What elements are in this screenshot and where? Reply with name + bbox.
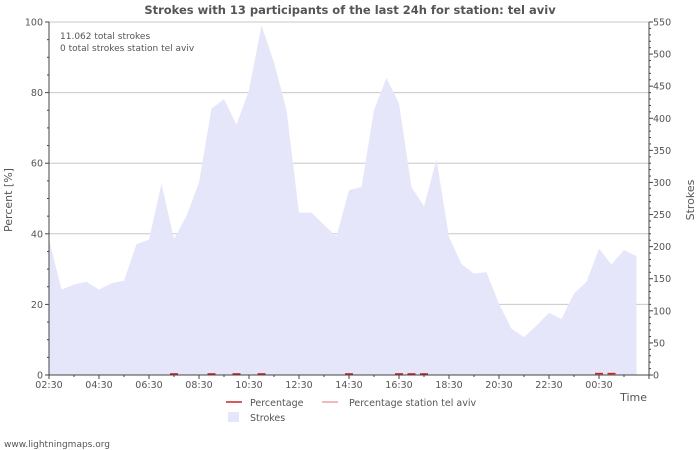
strokes-point [60,288,63,291]
watermark: www.lightningmaps.org [4,440,110,450]
left-axis-ticks: 0 20 40 60 80 100 [25,18,49,382]
strokes-point [460,262,463,265]
strokes-point [560,318,563,321]
strokes-point [210,107,213,110]
strokes-area-layer [49,24,638,375]
strokes-point [473,272,476,275]
y-right-tick-label: 400 [653,114,671,125]
x-tick-label: 04:30 [85,380,112,391]
strokes-point [110,282,113,285]
y-left-tick-label: 100 [25,18,43,29]
strokes-point [223,98,226,101]
x-tick-label: 08:30 [185,380,212,391]
strokes-point [373,108,376,111]
x-axis-ticks: 02:30 04:30 06:30 08:30 10:30 12:30 14:30 16:30… [35,375,650,391]
x-tick-label: 18:30 [435,380,462,391]
strokes-point [448,236,451,239]
strokes-point [523,336,526,339]
strokes-point [548,311,551,314]
strokes-point [410,185,413,188]
strokes-point [248,89,251,92]
strokes-point [360,185,363,188]
y-right-tick-label: 350 [653,146,671,157]
strokes-point [385,76,388,79]
y-right-tick-label: 450 [653,82,671,93]
legend-percentage-label: Percentage [250,398,304,409]
strokes-point [348,189,351,192]
strokes-point [185,214,188,217]
strokes-point [510,327,513,330]
y-right-tick-label: 300 [653,178,671,189]
right-axis-ticks: 0 50 100 150 200 250 300 350 400 450 500 550 [649,18,671,382]
x-tick-label: 22:30 [535,380,562,391]
y-left-tick-label: 60 [31,159,43,170]
grid [49,21,649,305]
y-right-tick-label: 550 [653,18,671,29]
total-strokes-note: 11.062 total strokes [60,32,150,42]
x-tick-label: 02:30 [35,380,62,391]
legend: Percentage Percentage station tel aviv S… [226,398,476,424]
strokes-point [273,61,276,64]
legend-strokes-label: Strokes [250,413,285,424]
strokes-point [260,24,263,27]
strokes-point [498,302,501,305]
x-tick-label: 16:30 [385,380,412,391]
strokes-point [610,263,613,266]
y-right-tick-label: 50 [653,338,665,349]
strokes-point [135,243,138,246]
strokes-point [335,235,338,238]
y-right-tick-label: 200 [653,242,671,253]
strokes-point [123,279,126,282]
strokes-point [298,211,301,214]
legend-strokes-swatch [228,412,239,422]
strokes-point [485,271,488,274]
legend-station-label: Percentage station tel aviv [349,398,476,409]
y-right-tick-label: 100 [653,306,671,317]
strokes-point [398,102,401,105]
x-tick-label: 00:30 [585,380,612,391]
strokes-point [98,288,101,291]
y-left-tick-label: 80 [31,88,43,99]
strokes-point [285,108,288,111]
y-right-tick-label: 250 [653,210,671,221]
strokes-point [585,280,588,283]
strokes-point [198,181,201,184]
strokes-point [73,283,76,286]
strokes-point [598,247,601,250]
strokes-point [623,248,626,251]
y-right-tick-label: 0 [653,371,659,382]
x-tick-label: 10:30 [235,380,262,391]
strokes-point [435,158,438,161]
y-left-tick-label: 20 [31,300,43,311]
x-axis-label: Time [619,391,647,404]
strokes-point [323,223,326,226]
strokes-point [310,211,313,214]
strokes-point [423,205,426,208]
station-strokes-note: 0 total strokes station tel aviv [60,44,195,54]
x-tick-label: 14:30 [335,380,362,391]
strokes-area [49,25,637,375]
strokes-point [535,324,538,327]
y-left-tick-label: 40 [31,229,43,240]
chart-title: Strokes with 13 participants of the last… [144,3,556,17]
x-tick-label: 06:30 [135,380,162,391]
strokes-point [573,292,576,295]
strokes-point [160,182,163,185]
strokes-point [235,123,238,126]
strokes-point [148,238,151,241]
strokes-point [173,237,176,240]
y-right-tick-label: 500 [653,50,671,61]
x-tick-label: 12:30 [285,380,312,391]
y-right-tick-label: 150 [653,274,671,285]
strokes-point [85,280,88,283]
x-tick-label: 20:30 [485,380,512,391]
y-left-tick-label: 0 [37,371,43,382]
y-axis-left-label: Percent [%] [2,168,15,232]
strokes-point [635,255,638,258]
y-axis-right-label: Strokes [684,179,697,220]
